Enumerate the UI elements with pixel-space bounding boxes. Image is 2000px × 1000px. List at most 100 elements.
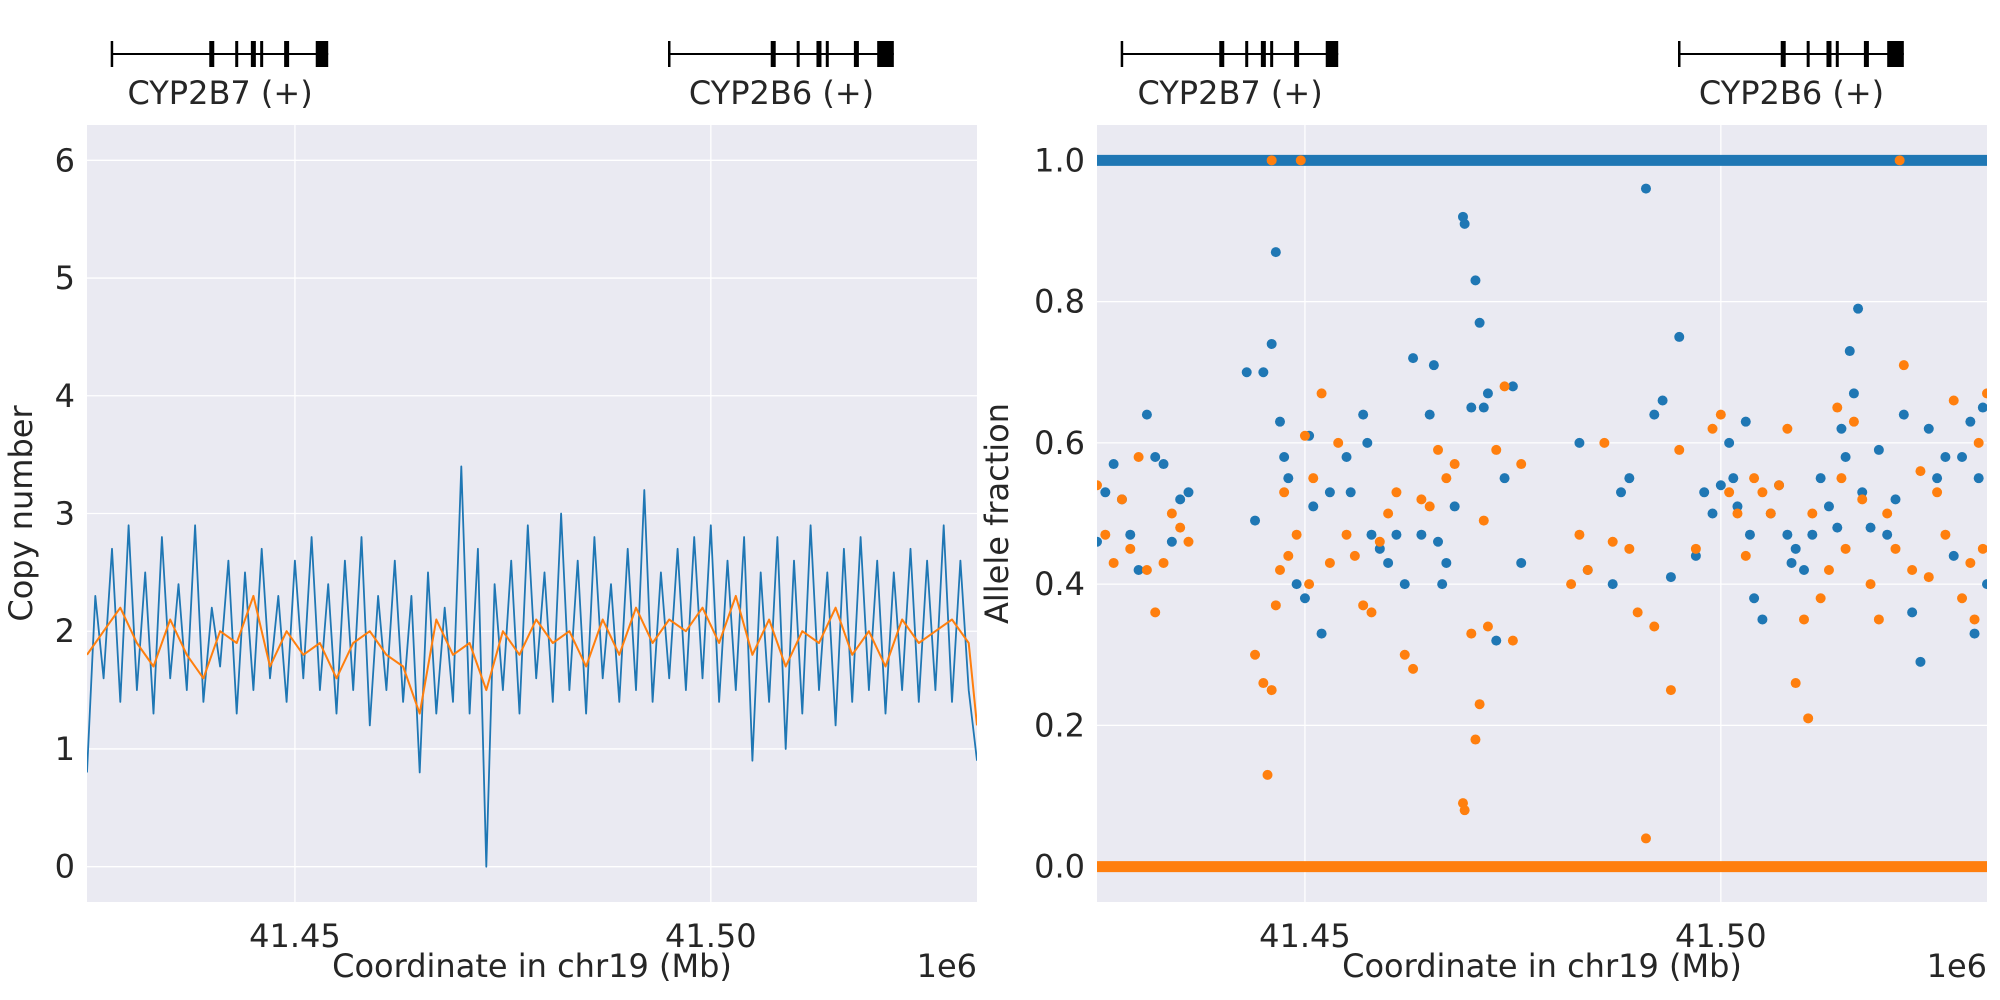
allele-point-blue [1965,416,1976,427]
allele-point-blue [1624,473,1635,484]
allele-point-blue [1707,508,1718,519]
allele-point-orange [1125,543,1136,554]
allele-point-orange [1640,833,1651,844]
allele-point-orange [1632,607,1643,618]
allele-point-orange [1150,607,1161,618]
allele-point-blue [1799,565,1810,576]
allele-point-orange [1441,473,1452,484]
allele-point-blue [1274,416,1285,427]
allele-point-blue [1649,409,1660,420]
allele-point-blue [1923,423,1934,434]
allele-point-orange [1166,508,1177,519]
allele-point-blue [1258,367,1269,378]
allele-point-blue [1744,529,1755,540]
allele-point-orange [1366,607,1377,618]
allele-point-orange [1433,444,1444,455]
allele-point-blue [1790,543,1801,554]
allele-point-orange [1915,466,1926,477]
allele-point-blue [1441,557,1452,568]
allele-point-orange [1894,155,1905,166]
allele-point-blue [1433,536,1444,547]
allele-point-orange [1478,515,1489,526]
exon-mark [1294,41,1300,67]
allele-point-orange [1250,649,1261,660]
allele-point-orange [1740,550,1751,561]
x-tick-label: 41.45 [1259,917,1351,955]
allele-point-orange [1690,543,1701,554]
allele-point-orange [1757,487,1768,498]
allele-point-blue [1957,451,1968,462]
allele-point-blue [1133,565,1144,576]
allele-point-blue [1853,303,1864,314]
allele-point-orange [1291,529,1302,540]
last-exon-block [1887,41,1904,67]
gene-track: CYP2B7 (+) [1120,41,1339,112]
x-offset-label: 1e6 [917,947,977,985]
allele-point-orange [1175,522,1186,533]
last-exon-block [315,41,329,67]
allele-point-orange [1474,699,1485,710]
allele-point-blue [1973,473,1984,484]
allele-point-orange [1574,529,1585,540]
allele-point-blue [1969,628,1980,639]
allele-point-blue [1823,501,1834,512]
exon-mark [1835,41,1839,67]
exon-mark [825,41,829,67]
allele-point-orange [1279,487,1290,498]
allele-point-orange [1424,501,1435,512]
allele-point-orange [1416,494,1427,505]
allele-point-blue [1516,557,1527,568]
allele-point-orange [1316,388,1327,399]
allele-point-blue [1125,529,1136,540]
allele-point-blue [1308,501,1319,512]
allele-point-blue [1291,579,1302,590]
allele-point-orange [1116,494,1127,505]
allele-point-blue [1470,275,1481,286]
allele-point-blue [1408,353,1419,364]
allele-point-blue [1665,572,1676,583]
allele-point-blue [1728,473,1739,484]
allele-point-orange [1383,508,1394,519]
allele-point-orange [1774,480,1785,491]
allele-point-blue [1366,529,1377,540]
allele-point-blue [1424,409,1435,420]
allele-point-blue [1882,529,1893,540]
x-tick-label: 41.50 [1675,917,1767,955]
allele-point-blue [1699,487,1710,498]
allele-point-orange [1799,614,1810,625]
allele-point-blue [1782,529,1793,540]
allele-point-blue [1932,473,1943,484]
allele-point-blue [1898,409,1909,420]
allele-point-blue [1715,480,1726,491]
exon-mark [1863,41,1869,67]
exon-mark [853,41,859,67]
allele-point-blue [1324,487,1335,498]
last-exon-block [1325,41,1339,67]
allele-point-blue [1657,395,1668,406]
allele-point-blue [1299,593,1310,604]
allele-point-blue [1757,614,1768,625]
allele-point-blue [1100,487,1111,498]
gene-track: CYP2B6 (+) [1677,41,1904,112]
allele-point-blue [1150,451,1161,462]
allele-point-blue [1459,218,1470,229]
allele-point-orange [1607,536,1618,547]
allele-point-blue [1270,247,1281,258]
allele-point-orange [1790,678,1801,689]
plot-background [1097,125,1987,902]
allele-point-orange [1882,508,1893,519]
allele-point-blue [1940,451,1951,462]
allele-point-blue [1175,494,1186,505]
allele-point-blue [1482,388,1493,399]
allele-point-orange [1262,769,1273,780]
allele-point-orange [1516,459,1527,470]
y-tick-label: 0.2 [1034,706,1085,744]
allele-point-blue [1732,501,1743,512]
allele-point-orange [1836,473,1847,484]
y-tick-label: 0 [55,848,75,886]
allele-point-orange [1349,550,1360,561]
allele-point-blue [1283,473,1294,484]
exon-mark [1270,41,1274,67]
exon-mark [770,41,776,67]
